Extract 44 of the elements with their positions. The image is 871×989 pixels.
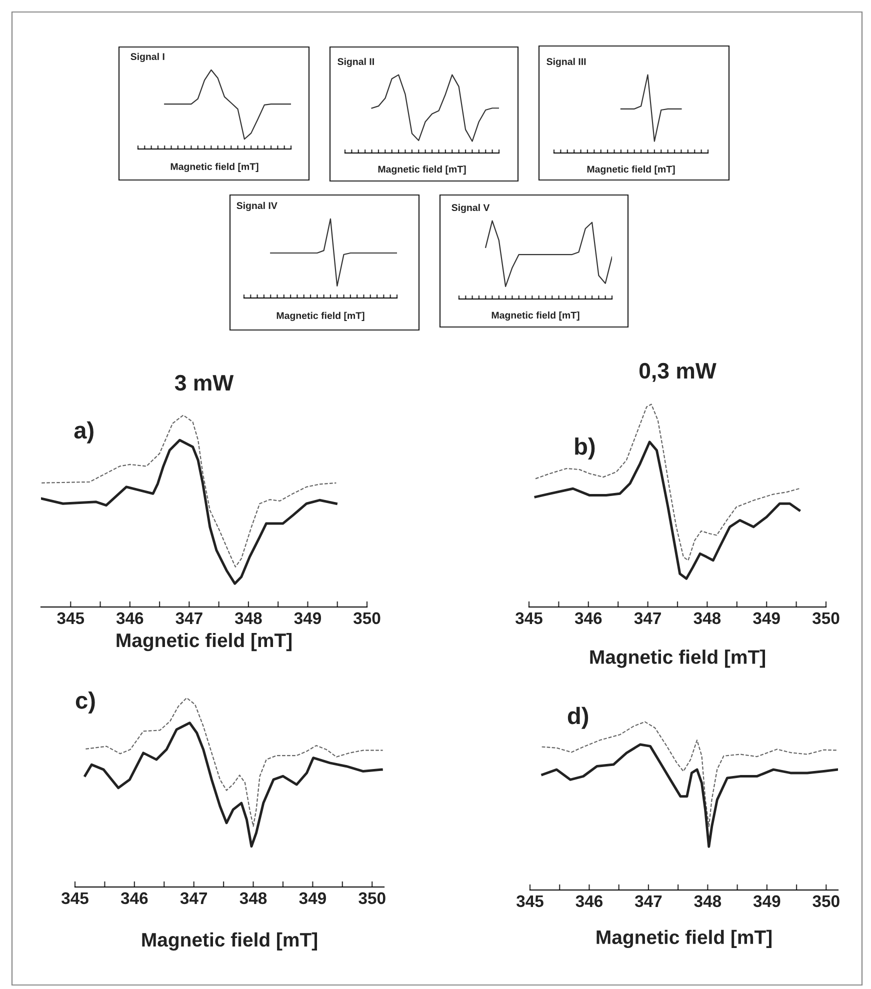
x-tick-label: 349 [299,892,326,904]
x-tick-label: 348 [240,892,267,904]
annotation: a) [74,421,94,444]
x-axis-title: Magnetic field [mT] [116,632,292,652]
x-tick-label: 345 [515,612,542,624]
x-tick-label: 350 [812,612,840,624]
x-axis-title: Magnetic field [mT] [170,162,258,172]
chart-title: 0,3 mW [639,362,716,382]
x-tick-label: 348 [694,895,722,908]
x-tick-label: 350 [812,895,840,908]
chart-title: 3 mW [174,374,234,391]
x-axis-title: Magnetic field [mT] [276,312,364,321]
chart-title: Signal I [130,52,164,62]
x-tick-label: 350 [353,612,380,624]
x-tick-label: 347 [634,612,661,624]
x-tick-label: 345 [516,895,544,908]
x-axis-title: Magnetic field [mT] [587,166,675,175]
annotation: c) [76,691,95,714]
x-tick-label: 346 [576,895,603,908]
x-tick-label: 348 [234,612,262,624]
x-tick-label: 349 [294,612,322,624]
annotation: d) [568,706,588,729]
x-tick-label: 346 [120,892,148,904]
x-tick-label: 345 [61,892,88,904]
x-axis-title: Magnetic field [mT] [142,932,317,951]
chart-title: Signal II [338,58,374,67]
x-tick-label: 350 [358,892,386,904]
chart-title: Signal IV [236,202,278,211]
x-tick-label: 345 [57,612,84,624]
x-tick-label: 349 [753,612,780,624]
x-axis-title: Magnetic field [mT] [378,166,466,175]
x-axis-title: Magnetic field [mT] [590,650,765,668]
annotation: b) [575,438,595,460]
chart-title: Signal V [452,204,490,213]
x-tick-label: 347 [176,612,202,624]
x-tick-label: 349 [753,895,780,908]
chart-title: Signal III [546,58,586,67]
x-tick-label: 346 [116,612,144,624]
x-axis-title: Magnetic field [mT] [596,930,772,948]
x-tick-label: 347 [180,892,208,904]
x-tick-label: 348 [694,612,721,624]
x-tick-label: 347 [634,895,662,908]
x-tick-label: 346 [574,612,602,624]
x-axis-title: Magnetic field [mT] [492,312,580,321]
